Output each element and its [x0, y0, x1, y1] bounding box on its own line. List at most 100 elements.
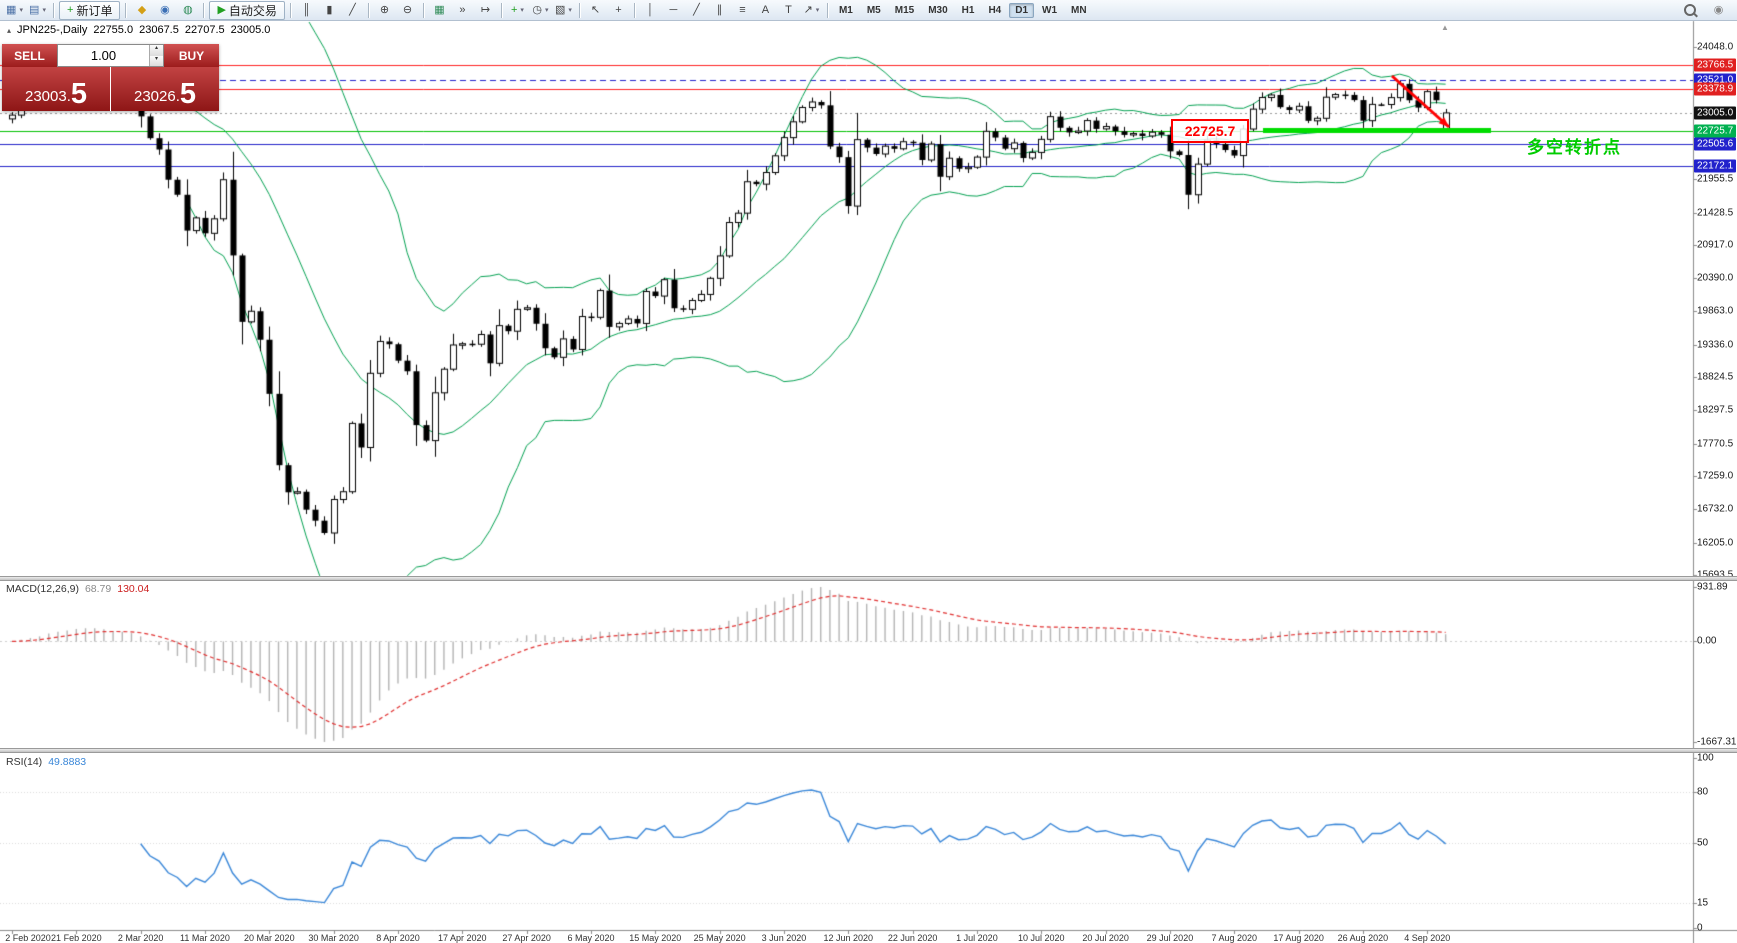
- templates-icon[interactable]: ▧ ▾: [553, 2, 574, 19]
- date-axis-label: 20 Mar 2020: [244, 933, 295, 943]
- timeframe-h4[interactable]: H4: [988, 4, 1002, 16]
- chart-low-value: 22707.5: [184, 24, 225, 36]
- bar-chart-icon[interactable]: ║: [296, 2, 317, 19]
- alerts-icon[interactable]: ◆: [131, 2, 152, 19]
- fibonacci-icon[interactable]: ≡: [732, 2, 753, 19]
- shapes-icon[interactable]: ↗ ▾: [801, 2, 822, 19]
- date-axis-label: 17 Aug 2020: [1273, 933, 1324, 943]
- chart-profiles-icon[interactable]: ▤ ▾: [27, 2, 48, 19]
- periods-icon-glyph: ◷: [532, 3, 542, 16]
- new-order-button-glyph: +: [67, 3, 74, 16]
- zoom-in-icon-glyph: ⊕: [379, 3, 390, 16]
- indicators-icon[interactable]: + ▾: [507, 2, 528, 19]
- timeframe-m30[interactable]: M30: [928, 4, 948, 16]
- toolbar-separator: [578, 2, 580, 18]
- shapes-icon-glyph: ↗: [803, 3, 813, 16]
- timeframe-m1[interactable]: M1: [838, 4, 853, 16]
- volume-up-icon[interactable]: ▴: [150, 45, 163, 56]
- zoom-in-icon[interactable]: ⊕: [374, 2, 395, 19]
- sell-price-display[interactable]: 23003. 5: [2, 67, 110, 111]
- accounts-icon-glyph: ◉: [160, 3, 170, 16]
- pane-divider[interactable]: [0, 748, 1737, 753]
- buy-button[interactable]: BUY: [164, 44, 219, 67]
- chart-symbol-period: JPN225-,Daily: [17, 24, 88, 36]
- bar-chart-icon-glyph: ║: [302, 3, 311, 16]
- rsi-scale-label: 15: [1697, 897, 1709, 908]
- zoom-out-icon[interactable]: ⊖: [397, 2, 418, 19]
- algo-trading-button-label: 自动交易: [228, 3, 277, 18]
- timeframe-m15[interactable]: M15: [894, 4, 915, 16]
- search-icon[interactable]: [1679, 2, 1700, 19]
- price-scale-label: 20390.0: [1697, 272, 1734, 284]
- volume-input[interactable]: 1.00: [90, 48, 117, 63]
- toolbar-right-group: ◉: [1679, 2, 1733, 19]
- new-order-button[interactable]: + 新订单: [59, 0, 121, 20]
- crosshair-icon[interactable]: +: [608, 2, 629, 19]
- auto-scroll-icon[interactable]: »: [452, 2, 473, 19]
- algo-trading-button[interactable]: ▶ 自动交易: [209, 0, 285, 20]
- timeframe-h1[interactable]: H1: [961, 4, 975, 16]
- date-axis-label: 22 Jun 2020: [887, 933, 938, 943]
- timeframe-m5[interactable]: M5: [866, 4, 881, 16]
- chart-shift-marker-icon[interactable]: ▲: [1441, 23, 1449, 32]
- price-scale-label: 20917.0: [1697, 239, 1734, 251]
- pane-divider[interactable]: [0, 576, 1737, 581]
- date-axis-label: 30 Mar 2020: [308, 933, 359, 943]
- periods-icon[interactable]: ◷ ▾: [530, 2, 551, 19]
- timeframe-mn[interactable]: MN: [1071, 4, 1087, 16]
- cursor-icon[interactable]: ↖: [585, 2, 606, 19]
- line-chart-icon[interactable]: ╱: [342, 2, 363, 19]
- turning-point-annotation[interactable]: 多空转折点: [1527, 138, 1622, 157]
- macd-name: MACD(12,26,9): [6, 583, 79, 595]
- volume-down-icon[interactable]: ▾: [150, 55, 163, 66]
- timeframe-w1[interactable]: W1: [1042, 4, 1058, 16]
- toolbar-separator: [422, 2, 424, 18]
- toolbar-separator: [125, 2, 127, 18]
- date-axis-label: 6 May 2020: [567, 933, 615, 943]
- sell-button[interactable]: SELL: [2, 44, 57, 67]
- accounts-icon[interactable]: ◉: [154, 2, 175, 19]
- channel-icon[interactable]: ∥: [709, 2, 730, 19]
- one-click-toggle-icon[interactable]: ▴: [7, 25, 12, 35]
- trendline-icon[interactable]: ╱: [686, 2, 707, 19]
- toolbar-separator: [500, 2, 502, 18]
- rsi-value: 49.8883: [48, 756, 87, 768]
- macd-signal-value: 130.04: [117, 583, 150, 595]
- price-level-label: 22725.7: [1694, 124, 1737, 138]
- date-axis-label: 8 Apr 2020: [376, 933, 420, 943]
- community-icon-glyph: ◉: [1713, 3, 1724, 16]
- label-icon[interactable]: T: [778, 2, 799, 19]
- candlestick-icon[interactable]: ▮: [319, 2, 340, 19]
- date-axis[interactable]: 2 Feb 2020 21 Feb 2020 2 Mar 2020 11 Mar 20…: [0, 933, 1737, 943]
- grid-icon[interactable]: ▦: [429, 2, 450, 19]
- macd-scale-label: -1667.31: [1697, 736, 1737, 748]
- dropdown-caret-icon: ▾: [815, 7, 820, 14]
- horizontal-line-icon[interactable]: ─: [663, 2, 684, 19]
- trendline-icon-glyph: ╱: [693, 3, 700, 16]
- candlestick-icon-glyph: ▮: [326, 3, 333, 16]
- new-chart-icon[interactable]: ▦ ▾: [4, 2, 25, 19]
- rsi-scale-label: 100: [1697, 752, 1714, 764]
- date-axis-label: 26 Aug 2020: [1337, 933, 1389, 943]
- rsi-scale-label: 50: [1697, 837, 1709, 849]
- chart-high-value: 23067.5: [139, 24, 179, 36]
- web-terminal-icon[interactable]: ◍: [177, 2, 198, 19]
- chart-shift-icon[interactable]: ↦: [475, 2, 496, 19]
- community-icon[interactable]: ◉: [1708, 2, 1729, 19]
- text-icon-glyph: A: [761, 3, 770, 16]
- rsi-indicator-label: RSI(14) 49.8883: [6, 756, 86, 768]
- vertical-line-icon[interactable]: │: [640, 2, 661, 19]
- date-axis-label: 20 Jul 2020: [1082, 933, 1129, 943]
- rsi-name: RSI(14): [6, 756, 43, 768]
- support-price-annotation[interactable]: 22725.7: [1171, 119, 1249, 143]
- timeframe-d1[interactable]: D1: [1009, 2, 1035, 18]
- one-click-price-row: 23003. 5 23026. 5: [2, 67, 219, 111]
- buy-price-display[interactable]: 23026. 5: [111, 67, 219, 111]
- price-scale-label: 24048.0: [1697, 41, 1734, 53]
- text-icon[interactable]: A: [755, 2, 776, 19]
- date-axis-label: 15 May 2020: [629, 933, 682, 943]
- fibonacci-icon-glyph: ≡: [739, 3, 746, 16]
- date-axis-label: 1 Jul 2020: [956, 933, 998, 943]
- macd-indicator-label: MACD(12,26,9) 68.79 130.04: [6, 583, 149, 595]
